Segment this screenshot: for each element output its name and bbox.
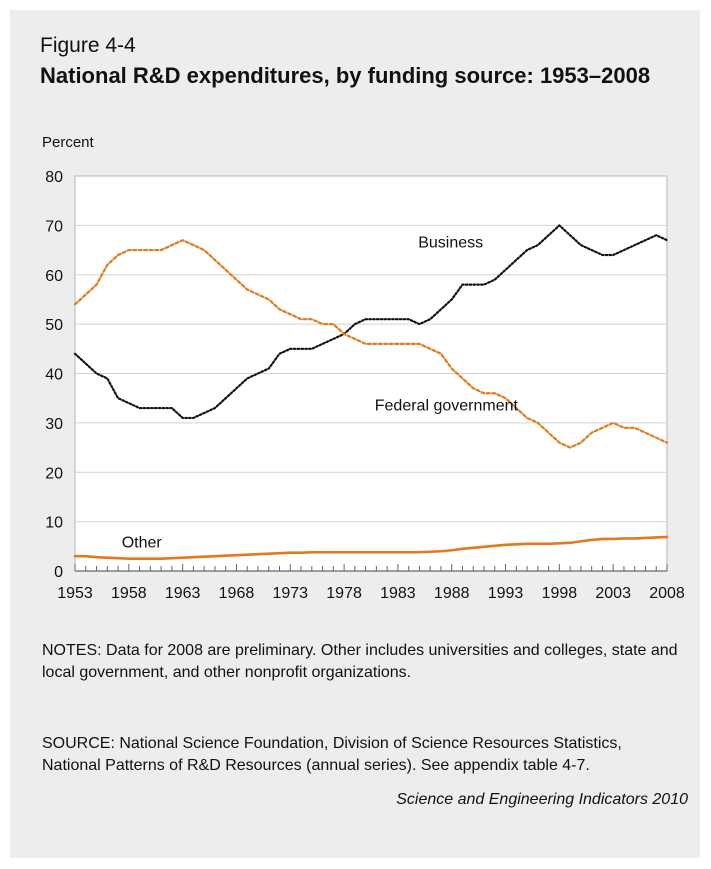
x-tick-label: 1983: [380, 585, 416, 602]
x-tick-label: 1998: [542, 585, 578, 602]
x-tick-label: 1993: [488, 585, 524, 602]
y-tick-label: 10: [45, 515, 63, 532]
chart-title: National R&D expenditures, by funding so…: [40, 63, 651, 88]
chart-notes: NOTES: Data for 2008 are preliminary. Ot…: [42, 642, 678, 681]
x-tick-label: 1978: [326, 585, 362, 602]
series-label-other: Other: [122, 534, 163, 551]
y-tick-label: 20: [45, 465, 63, 482]
series-label-business: Business: [418, 235, 483, 252]
x-tick-label: 1988: [434, 585, 470, 602]
y-tick-label: 50: [45, 317, 63, 334]
gridlines: [75, 224, 667, 523]
x-tick-label: 1963: [165, 585, 201, 602]
y-tick-label: 80: [45, 169, 63, 186]
series-line-other: [73, 535, 669, 560]
series-lines: [73, 224, 669, 560]
y-tick-label: 40: [45, 367, 63, 384]
x-tick-label: 1968: [219, 585, 255, 602]
x-tick-label: 2003: [595, 585, 631, 602]
y-axis-label: Percent: [42, 134, 94, 151]
x-tick-label: 2008: [649, 585, 685, 602]
x-tick-label: 1973: [272, 585, 308, 602]
x-tick-label: 1953: [57, 585, 93, 602]
series-label-federal-government: Federal government: [375, 398, 519, 415]
chart-source: SOURCE: National Science Foundation, Div…: [42, 735, 622, 774]
series-labels: Business Federal government Other: [122, 235, 519, 552]
x-axis-ticks: 1953 1958 1963 1968 1973 1978 1983 1988 1993 1998…: [57, 564, 685, 602]
y-tick-label: 30: [45, 416, 63, 433]
y-tick-label: 0: [54, 564, 63, 581]
y-tick-label: 60: [45, 268, 63, 285]
y-tick-label: 70: [45, 218, 63, 235]
series-line-federal-government: [73, 239, 669, 449]
figure-label: Figure 4-4: [40, 34, 136, 57]
y-axis-ticks: 0 10 20 30 40 50 60 70 80: [45, 169, 63, 581]
x-tick-label: 1958: [111, 585, 147, 602]
chart-credit: Science and Engineering Indicators 2010: [396, 791, 688, 808]
series-line-business: [73, 224, 669, 420]
